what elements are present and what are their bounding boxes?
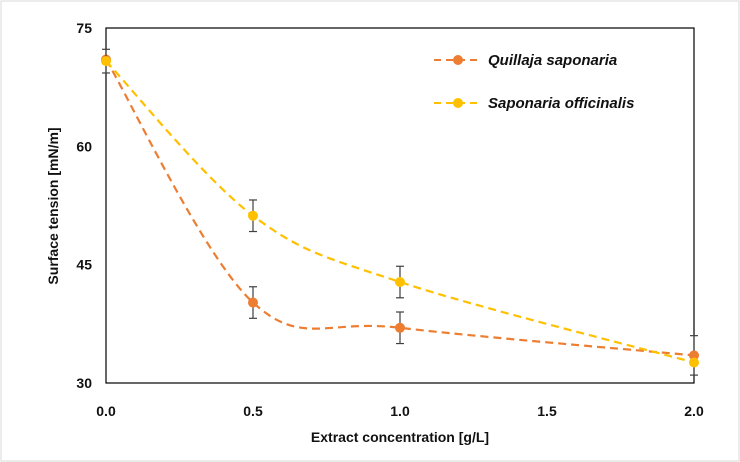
x-tick-label: 0.5 — [243, 403, 263, 419]
y-axis-title: Surface tension [mN/m] — [45, 127, 61, 284]
data-point-saponaria — [689, 357, 699, 368]
y-tick-label: 60 — [76, 138, 92, 154]
x-tick-label: 0.0 — [96, 403, 116, 419]
x-axis-title: Extract concentration [g/L] — [311, 429, 489, 445]
legend-label-quillaja: Quillaja saponaria — [488, 52, 617, 69]
data-point-saponaria — [248, 210, 258, 221]
data-point-saponaria — [395, 277, 405, 288]
legend-swatch-marker-saponaria — [453, 98, 463, 108]
series-line-saponaria — [105, 60, 695, 364]
series-line-quillaja — [105, 58, 695, 357]
series-saponaria — [101, 48, 699, 368]
data-point-quillaja — [395, 322, 405, 333]
x-tick-label: 1.5 — [537, 403, 557, 419]
data-point-quillaja — [689, 350, 699, 361]
y-tick-label: 30 — [76, 375, 92, 391]
y-tick-label: 75 — [76, 20, 92, 36]
x-tick-label: 2.0 — [684, 403, 704, 419]
legend: Quillaja saponaria Saponaria officinalis — [434, 52, 634, 112]
data-point-saponaria — [101, 56, 111, 67]
y-tick-label: 45 — [76, 257, 92, 273]
x-tick-label: 1.0 — [390, 403, 410, 419]
ticks-layer: 0.0 0.5 1.0 1.5 2.0 30 45 60 75 — [76, 20, 704, 419]
legend-item-saponaria: Saponaria officinalis — [434, 95, 634, 112]
data-point-quillaja — [248, 297, 258, 308]
plot-area-frame — [105, 27, 695, 384]
series-layer — [101, 48, 699, 376]
legend-swatch-marker-quillaja — [453, 55, 463, 65]
legend-label-saponaria: Saponaria officinalis — [488, 95, 634, 112]
legend-item-quillaja: Quillaja saponaria — [434, 52, 617, 69]
